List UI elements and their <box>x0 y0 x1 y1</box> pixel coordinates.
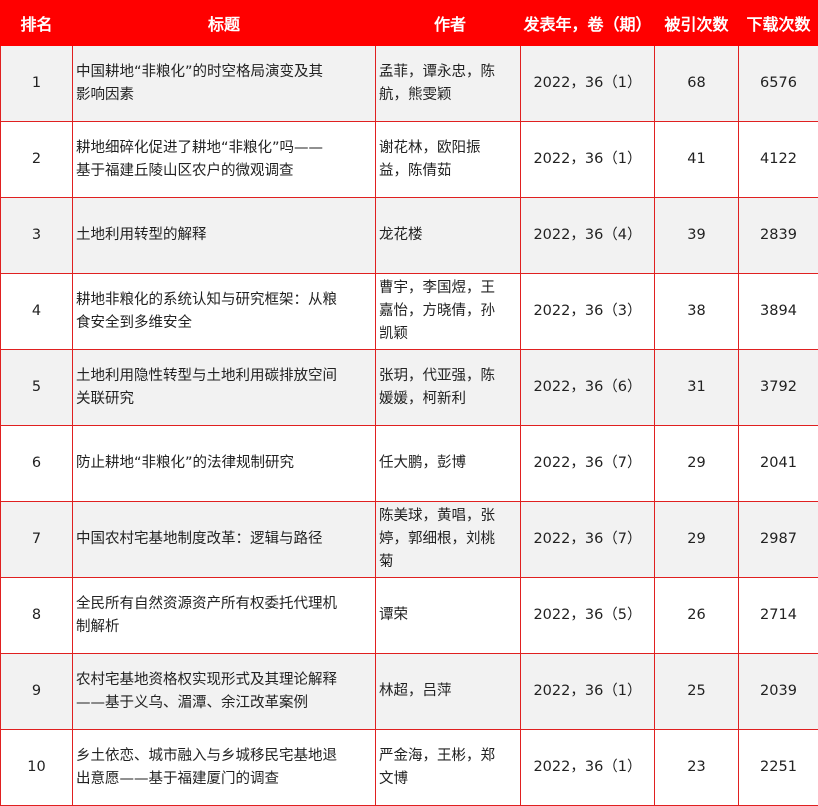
pub-cell: 2022，36（1） <box>521 122 655 198</box>
downloads-cell: 2839 <box>739 198 818 274</box>
header-downloads: 下载次数 <box>739 1 818 46</box>
authors-cell: 谭荣 <box>376 578 521 654</box>
downloads-cell: 6576 <box>739 46 818 122</box>
downloads-cell: 2251 <box>739 730 818 806</box>
cited-cell: 38 <box>655 274 739 350</box>
header-row: 排名 标题 作者 发表年，卷（期） 被引次数 下载次数 <box>1 1 818 46</box>
downloads-cell: 3792 <box>739 350 818 426</box>
rank-cell: 10 <box>1 730 73 806</box>
downloads-cell: 2041 <box>739 426 818 502</box>
authors-cell: 严金海，王彬，郑 文博 <box>376 730 521 806</box>
cited-cell: 39 <box>655 198 739 274</box>
header-title: 标题 <box>73 1 376 46</box>
cited-cell: 26 <box>655 578 739 654</box>
rank-cell: 1 <box>1 46 73 122</box>
header-pub: 发表年，卷（期） <box>521 1 655 46</box>
pub-cell: 2022，36（7） <box>521 502 655 578</box>
authors-cell: 曹宇，李国煜，王 嘉怡，方晓倩，孙 凯颖 <box>376 274 521 350</box>
pub-cell: 2022，36（5） <box>521 578 655 654</box>
rank-cell: 4 <box>1 274 73 350</box>
downloads-cell: 4122 <box>739 122 818 198</box>
cited-cell: 25 <box>655 654 739 730</box>
title-cell: 中国耕地“非粮化”的时空格局演变及其 影响因素 <box>73 46 376 122</box>
rank-cell: 6 <box>1 426 73 502</box>
header-rank: 排名 <box>1 1 73 46</box>
rank-cell: 3 <box>1 198 73 274</box>
cited-cell: 31 <box>655 350 739 426</box>
cited-cell: 23 <box>655 730 739 806</box>
title-cell: 土地利用隐性转型与土地利用碳排放空间 关联研究 <box>73 350 376 426</box>
pub-cell: 2022，36（6） <box>521 350 655 426</box>
header-authors: 作者 <box>376 1 521 46</box>
pub-cell: 2022，36（1） <box>521 654 655 730</box>
title-cell: 耕地非粮化的系统认知与研究框架：从粮 食安全到多维安全 <box>73 274 376 350</box>
title-cell: 乡土依恋、城市融入与乡城移民宅基地退 出意愿——基于福建厦门的调查 <box>73 730 376 806</box>
cited-cell: 29 <box>655 502 739 578</box>
downloads-cell: 2987 <box>739 502 818 578</box>
authors-cell: 孟菲，谭永忠，陈 航，熊雯颖 <box>376 46 521 122</box>
pub-cell: 2022，36（7） <box>521 426 655 502</box>
authors-cell: 林超，吕萍 <box>376 654 521 730</box>
pub-cell: 2022，36（1） <box>521 730 655 806</box>
pub-cell: 2022，36（3） <box>521 274 655 350</box>
header-cited: 被引次数 <box>655 1 739 46</box>
downloads-cell: 2714 <box>739 578 818 654</box>
authors-cell: 谢花林，欧阳振 益，陈倩茹 <box>376 122 521 198</box>
rank-cell: 7 <box>1 502 73 578</box>
rank-cell: 5 <box>1 350 73 426</box>
title-cell: 中国农村宅基地制度改革：逻辑与路径 <box>73 502 376 578</box>
cited-cell: 68 <box>655 46 739 122</box>
downloads-cell: 3894 <box>739 274 818 350</box>
title-cell: 防止耕地“非粮化”的法律规制研究 <box>73 426 376 502</box>
authors-cell: 陈美球，黄唱，张 婷，郭细根，刘桃 菊 <box>376 502 521 578</box>
rank-cell: 8 <box>1 578 73 654</box>
pub-cell: 2022，36（1） <box>521 46 655 122</box>
authors-cell: 任大鹏，彭博 <box>376 426 521 502</box>
cited-cell: 41 <box>655 122 739 198</box>
authors-cell: 张玥，代亚强，陈 媛媛，柯新利 <box>376 350 521 426</box>
title-cell: 耕地细碎化促进了耕地“非粮化”吗—— 基于福建丘陵山区农户的微观调查 <box>73 122 376 198</box>
title-cell: 全民所有自然资源资产所有权委托代理机 制解析 <box>73 578 376 654</box>
downloads-cell: 2039 <box>739 654 818 730</box>
pub-cell: 2022，36（4） <box>521 198 655 274</box>
cited-cell: 29 <box>655 426 739 502</box>
title-cell: 农村宅基地资格权实现形式及其理论解释 ——基于义乌、湄潭、余江改革案例 <box>73 654 376 730</box>
title-cell: 土地利用转型的解释 <box>73 198 376 274</box>
rank-cell: 9 <box>1 654 73 730</box>
authors-cell: 龙花楼 <box>376 198 521 274</box>
rank-cell: 2 <box>1 122 73 198</box>
